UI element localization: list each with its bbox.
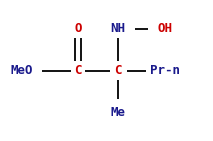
Text: NH: NH: [111, 22, 126, 35]
Text: MeO: MeO: [11, 64, 33, 77]
Text: C: C: [74, 64, 82, 77]
Text: O: O: [74, 22, 82, 35]
Text: OH: OH: [157, 22, 172, 35]
Text: C: C: [114, 64, 122, 77]
Text: Pr-n: Pr-n: [150, 64, 180, 77]
Text: Me: Me: [111, 106, 126, 119]
